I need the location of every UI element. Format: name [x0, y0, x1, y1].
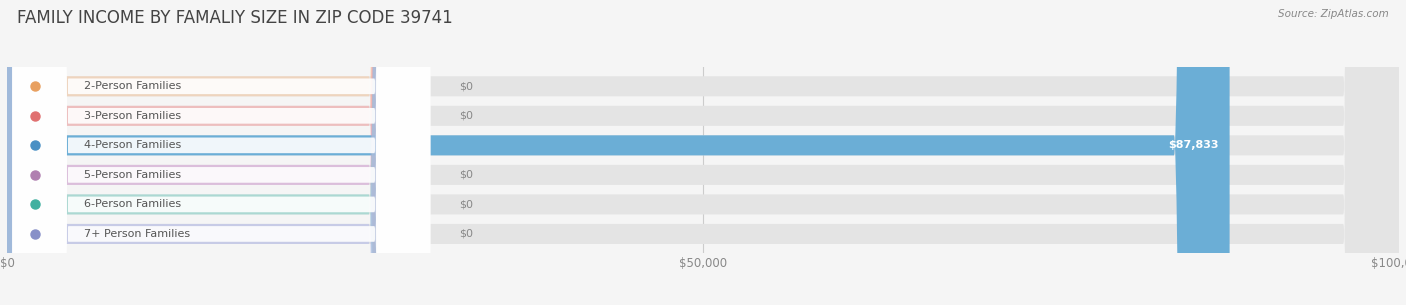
Text: $87,833: $87,833 [1168, 140, 1219, 150]
FancyBboxPatch shape [13, 0, 430, 305]
FancyBboxPatch shape [7, 0, 1399, 305]
Text: Source: ZipAtlas.com: Source: ZipAtlas.com [1278, 9, 1389, 19]
FancyBboxPatch shape [7, 0, 1399, 305]
Text: 5-Person Families: 5-Person Families [83, 170, 181, 180]
FancyBboxPatch shape [7, 0, 425, 305]
FancyBboxPatch shape [13, 0, 430, 305]
FancyBboxPatch shape [7, 0, 1399, 305]
Text: $0: $0 [460, 111, 474, 121]
FancyBboxPatch shape [13, 0, 430, 305]
Text: 3-Person Families: 3-Person Families [83, 111, 181, 121]
Text: 4-Person Families: 4-Person Families [83, 140, 181, 150]
FancyBboxPatch shape [7, 0, 1399, 305]
FancyBboxPatch shape [13, 0, 430, 305]
Text: $0: $0 [460, 229, 474, 239]
FancyBboxPatch shape [13, 0, 430, 305]
FancyBboxPatch shape [7, 0, 1399, 305]
Text: $0: $0 [460, 199, 474, 210]
Text: 7+ Person Families: 7+ Person Families [83, 229, 190, 239]
FancyBboxPatch shape [7, 0, 425, 305]
Text: 2-Person Families: 2-Person Families [83, 81, 181, 91]
Text: $0: $0 [460, 81, 474, 91]
FancyBboxPatch shape [7, 0, 425, 305]
FancyBboxPatch shape [7, 0, 1230, 305]
FancyBboxPatch shape [7, 0, 425, 305]
FancyBboxPatch shape [7, 0, 425, 305]
Text: 6-Person Families: 6-Person Families [83, 199, 181, 210]
Text: FAMILY INCOME BY FAMALIY SIZE IN ZIP CODE 39741: FAMILY INCOME BY FAMALIY SIZE IN ZIP COD… [17, 9, 453, 27]
FancyBboxPatch shape [13, 0, 430, 305]
Text: $0: $0 [460, 170, 474, 180]
FancyBboxPatch shape [7, 0, 1399, 305]
